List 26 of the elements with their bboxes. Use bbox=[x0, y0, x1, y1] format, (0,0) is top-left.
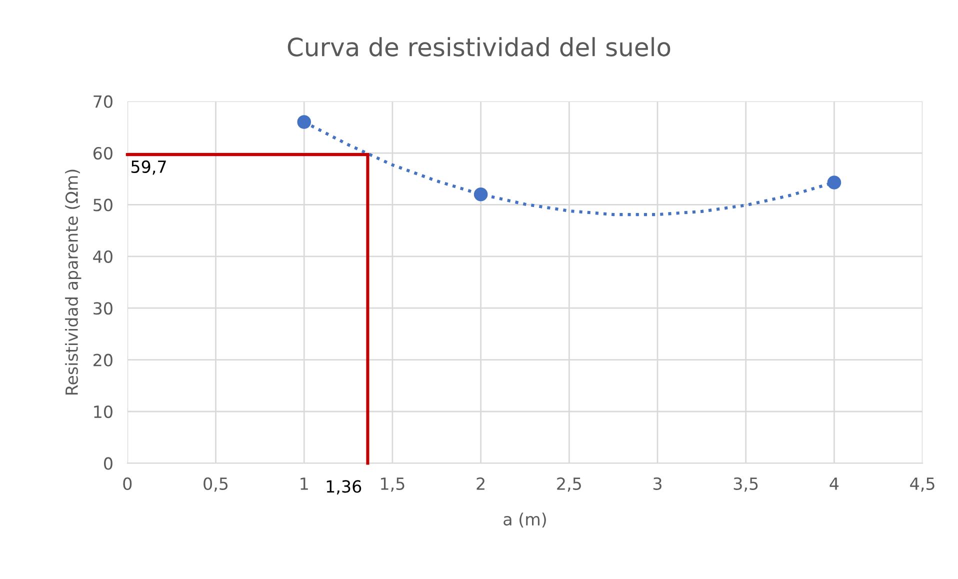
y-tick-label: 10 bbox=[94, 405, 112, 418]
point bbox=[297, 115, 312, 129]
ref-line-label: 59,7 bbox=[131, 160, 166, 175]
y-tick-label: 0 bbox=[104, 457, 112, 470]
x-tick-label: 3 bbox=[653, 477, 662, 490]
y-tick-label: 60 bbox=[93, 146, 112, 160]
x-tick-label: 4 bbox=[830, 478, 839, 490]
ref-line-label: 1,36 bbox=[326, 480, 362, 494]
y-axis-title: Resistividad aparente (Ωm) bbox=[65, 170, 82, 395]
y-tick-label: 20 bbox=[94, 354, 112, 366]
y-tick-label: 70 bbox=[94, 95, 112, 108]
x-tick-label: 1,5 bbox=[381, 478, 404, 492]
y-tick-label: 40 bbox=[93, 250, 112, 263]
y-tick-label: 50 bbox=[94, 198, 112, 212]
point bbox=[827, 176, 842, 190]
x-axis-title: a (m) bbox=[504, 512, 546, 528]
x-tick-label: 1 bbox=[300, 478, 308, 490]
x-tick-label: 4,5 bbox=[910, 478, 934, 492]
y-tick-label: 30 bbox=[94, 302, 112, 315]
chart-title: Curva de resistividad del suelo bbox=[288, 37, 670, 56]
point bbox=[474, 187, 488, 202]
x-tick-label: 2,5 bbox=[557, 477, 581, 492]
x-tick-label: 0 bbox=[123, 477, 132, 490]
x-tick-label: 2 bbox=[476, 477, 484, 490]
x-tick-label: 3,5 bbox=[734, 477, 758, 492]
x-tick-label: 0,5 bbox=[204, 477, 228, 492]
